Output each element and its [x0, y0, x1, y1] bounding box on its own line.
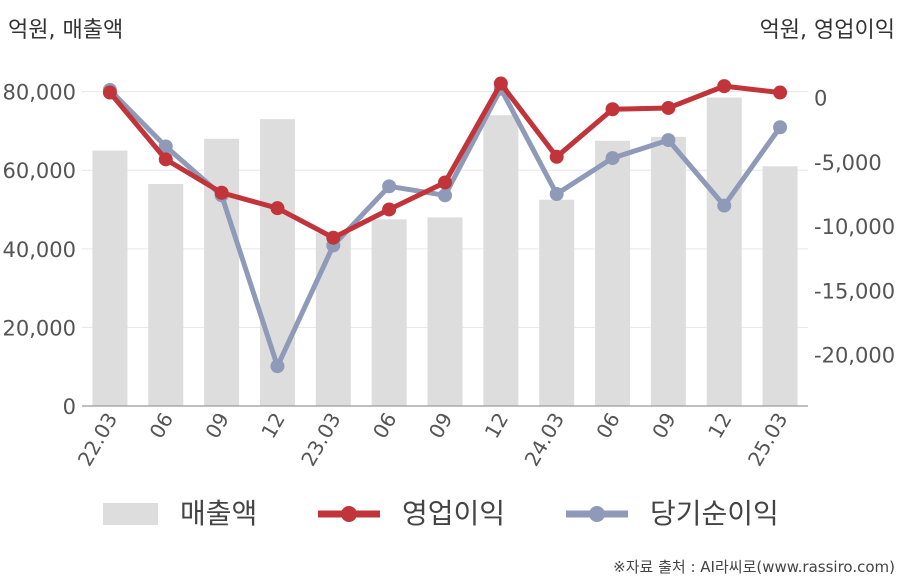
revenue-bar: [315, 233, 351, 406]
x-tick-label: 12: [480, 409, 514, 443]
source-note: ※자료 출처 : AI라씨로(www.rassiro.com): [613, 558, 895, 576]
operating-profit-point: [549, 149, 564, 164]
operating-profit-point: [605, 102, 620, 117]
net-income-point: [717, 198, 732, 213]
operating-profit-point: [382, 202, 397, 217]
operating-profit-point: [717, 79, 732, 94]
x-tick-label: 06: [145, 409, 179, 443]
x-tick-label: 24.03: [520, 409, 569, 471]
x-tick-label: 12: [256, 409, 290, 443]
right-tick-label: 0: [814, 87, 827, 111]
left-tick-label: 20,000: [3, 316, 76, 340]
x-tick-label: 12: [703, 409, 737, 443]
revenue-bar: [650, 136, 686, 406]
legend-marker-net-income: [589, 506, 605, 522]
operating-profit-point: [158, 152, 173, 167]
right-axis-ticks: 0 -5,000 -10,000 -15,000 -20,000: [814, 87, 895, 368]
right-tick-label: -20,000: [814, 344, 895, 368]
legend-label-operating-profit: 영업이익: [402, 497, 505, 530]
net-income-point: [661, 133, 676, 148]
net-income-point: [549, 187, 564, 202]
left-axis-title: 억원, 매출액: [8, 18, 123, 43]
left-tick-label: 60,000: [3, 159, 76, 183]
x-tick-label: 06: [368, 409, 402, 443]
right-tick-label: -15,000: [814, 279, 895, 303]
net-income-point: [773, 120, 788, 135]
x-tick-label: 22.03: [73, 409, 122, 471]
operating-profit-point: [773, 85, 788, 100]
revenue-bars: [92, 97, 798, 407]
revenue-bar: [204, 138, 240, 407]
left-tick-label: 80,000: [3, 81, 76, 105]
right-axis-title: 억원, 영업이익: [760, 18, 895, 43]
revenue-bar: [539, 199, 575, 406]
x-tick-label: 25.03: [743, 409, 792, 471]
net-income-point: [605, 151, 620, 166]
operating-profit-point: [102, 85, 117, 100]
revenue-bar: [595, 140, 631, 406]
x-tick-label: 09: [200, 409, 234, 443]
operating-profit-point: [326, 230, 341, 245]
revenue-bar: [148, 183, 184, 406]
x-axis-ticks: 22.03 06 09 12 23.03 06 09 12 24.03 06 09 12 25.03: [73, 409, 793, 471]
legend-label-net-income: 당기순이익: [650, 497, 779, 530]
x-tick-label: 23.03: [296, 409, 345, 471]
left-axis-ticks: 0 20,000 40,000 60,000 80,000: [3, 81, 76, 419]
right-tick-label: -10,000: [814, 215, 895, 239]
profit-lines: [102, 76, 788, 374]
legend-label-revenue: 매출액: [180, 497, 257, 530]
legend-marker-operating-profit: [341, 506, 357, 522]
x-tick-label: 06: [591, 409, 625, 443]
net-income-point: [158, 139, 173, 154]
left-tick-label: 40,000: [3, 238, 76, 262]
operating-profit-point: [214, 185, 229, 200]
left-tick-label: 0: [63, 395, 76, 419]
revenue-bar: [706, 97, 742, 407]
net-income-point: [382, 179, 397, 194]
x-tick-label: 09: [424, 409, 458, 443]
legend: 매출액 영업이익 당기순이익: [103, 497, 779, 530]
operating-profit-point: [493, 76, 508, 91]
net-income-point: [270, 359, 285, 374]
right-tick-label: -5,000: [814, 151, 882, 175]
revenue-bar: [762, 166, 798, 406]
revenue-bar: [92, 150, 128, 406]
revenue-bar: [483, 115, 519, 407]
revenue-bar: [427, 217, 463, 406]
net-income-point: [438, 188, 452, 203]
legend-swatch-revenue: [103, 503, 158, 525]
operating-profit-point: [438, 175, 452, 190]
operating-profit-point: [661, 100, 676, 115]
revenue-bar: [371, 219, 407, 406]
operating-profit-point: [270, 201, 285, 216]
x-tick-label: 09: [647, 409, 681, 443]
